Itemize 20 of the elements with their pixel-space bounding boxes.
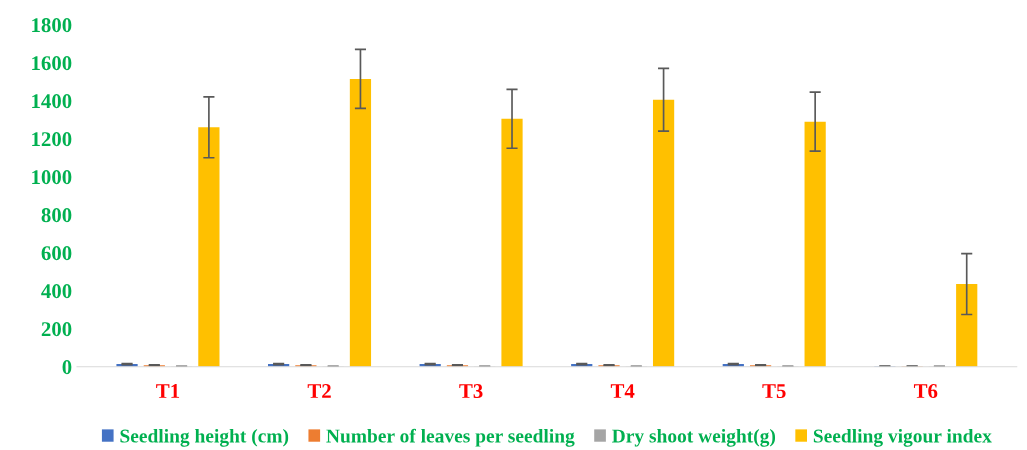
y-tick-label: 0: [62, 360, 72, 375]
legend-label: Number of leaves per seedling: [326, 428, 575, 447]
legend-label: Seedling vigour index: [813, 428, 992, 447]
y-tick-label: 400: [41, 284, 72, 299]
legend-label: Seedling height (cm): [120, 428, 289, 447]
y-tick-label: 1000: [32, 170, 72, 185]
x-tick-label: T6: [913, 384, 938, 399]
y-tick-label: 600: [41, 246, 72, 261]
x-tick-label: T1: [156, 384, 180, 398]
x-tick-label: T5: [762, 384, 786, 399]
y-tick-label: 1600: [32, 56, 72, 71]
x-tick-label: T2: [307, 384, 331, 398]
y-tick-label: 1400: [32, 94, 72, 109]
y-tick-label: 800: [41, 208, 72, 223]
y-tick-label: 200: [41, 322, 72, 337]
x-tick-label: T4: [610, 384, 635, 398]
y-tick-label: 1200: [32, 132, 72, 147]
legend-label: Dry shoot weight(g): [612, 428, 776, 447]
y-tick-label: 1800: [32, 18, 72, 33]
x-tick-label: T3: [459, 384, 483, 399]
